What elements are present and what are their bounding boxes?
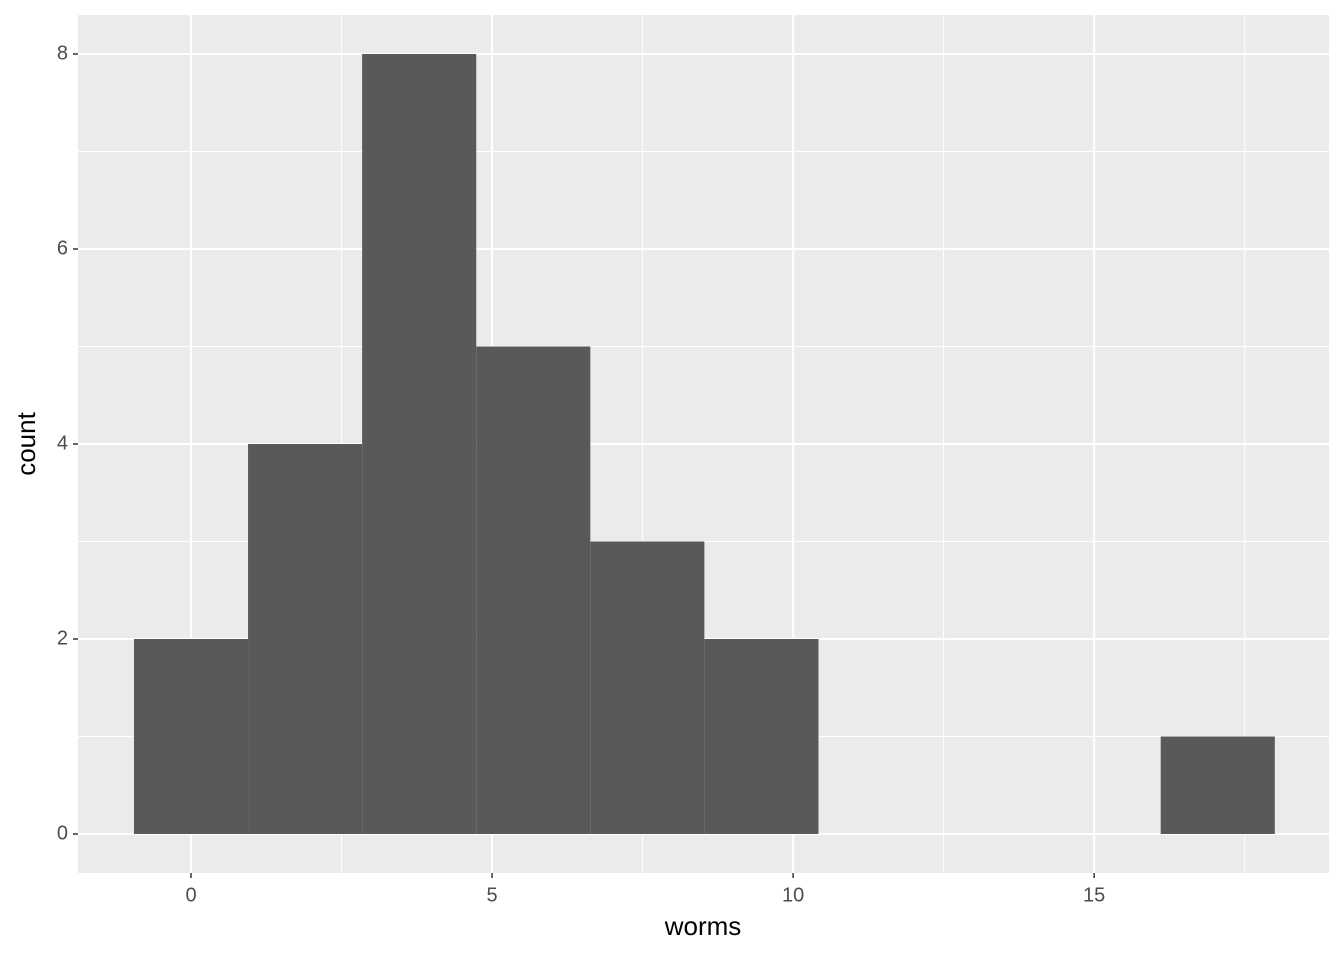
x-tick-label: 0 [185, 884, 196, 906]
bar [248, 444, 363, 834]
bar [133, 639, 249, 834]
y-tick-label: 4 [57, 432, 68, 454]
x-tick-label: 10 [782, 884, 804, 906]
bar [476, 346, 591, 834]
bar [362, 54, 477, 834]
y-tick-label: 8 [57, 42, 68, 64]
y-tick-label: 2 [57, 627, 68, 649]
x-tick-label: 15 [1083, 884, 1105, 906]
y-tick-label: 0 [57, 822, 68, 844]
bar [704, 639, 819, 834]
bar [590, 541, 705, 834]
marks [133, 54, 1275, 834]
bar [1160, 736, 1275, 834]
y-axis-title: count [11, 411, 41, 475]
x-axis-title: worms [664, 911, 742, 941]
x-tick-label: 5 [487, 884, 498, 906]
y-tick-label: 6 [57, 237, 68, 259]
